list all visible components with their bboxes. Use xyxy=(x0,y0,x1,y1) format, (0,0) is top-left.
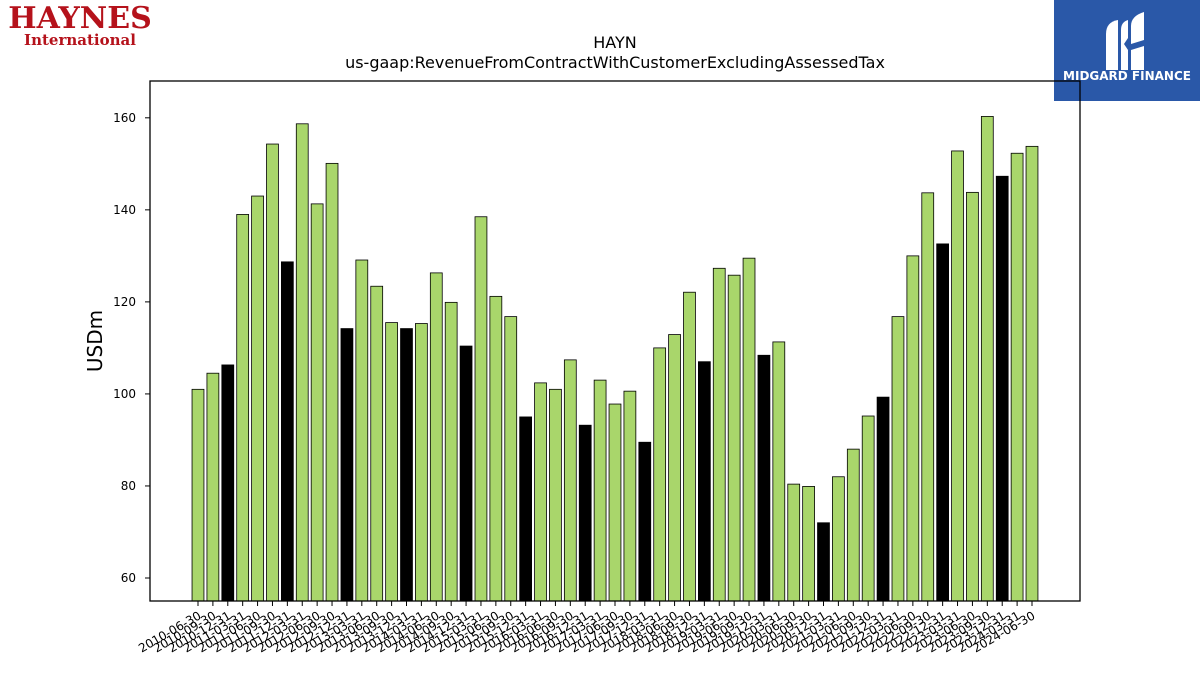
bar-2011-12-31 xyxy=(280,261,294,602)
bar-2016-12-31 xyxy=(578,424,592,602)
bar-2010-12-31 xyxy=(221,364,235,602)
bar-2023-12-31 xyxy=(995,175,1009,602)
bar-2013-06-30 xyxy=(370,285,384,602)
bar-2013-12-31 xyxy=(400,328,413,602)
bar-2012-06-30 xyxy=(310,203,324,602)
bar-2016-09-30 xyxy=(563,359,577,602)
bar-2021-09-30 xyxy=(861,415,875,602)
bar-2014-03-31 xyxy=(415,323,428,602)
bar-2019-09-30 xyxy=(742,257,756,602)
bar-2023-03-31 xyxy=(951,150,964,602)
bar-2015-03-31 xyxy=(474,216,488,602)
midgard-logo-text: MIDGARD FINANCE xyxy=(1063,69,1191,83)
y-tick-label-60: 60 xyxy=(121,571,136,585)
bar-2018-12-31 xyxy=(698,361,711,602)
y-tick-label-80: 80 xyxy=(121,479,136,493)
bar-2014-12-31 xyxy=(459,345,473,602)
bar-2020-03-31 xyxy=(772,341,786,602)
plot-frame xyxy=(149,80,1081,602)
bar-2024-03-31 xyxy=(1010,152,1024,602)
bar-2017-09-30 xyxy=(623,390,637,602)
bar-2022-09-30 xyxy=(921,192,935,602)
bar-2018-06-30 xyxy=(668,334,681,602)
bar-2017-06-30 xyxy=(608,403,622,602)
bar-2020-06-30 xyxy=(787,483,801,602)
bar-2012-09-30 xyxy=(325,162,339,602)
haynes-logo-wordmark: HAYNES xyxy=(8,1,152,36)
midgard-m-icon xyxy=(1106,12,1144,70)
bar-2021-12-31 xyxy=(876,396,890,602)
y-tick-label-120: 120 xyxy=(113,295,136,309)
bar-2011-06-30 xyxy=(251,195,264,602)
haynes-international-logo: HAYNES International xyxy=(8,1,152,49)
bar-2019-12-31 xyxy=(757,354,771,602)
bar-2014-09-30 xyxy=(444,301,458,602)
bar-2012-12-31 xyxy=(340,328,354,602)
bar-2021-03-31 xyxy=(832,476,845,602)
y-axis: 60 80 100 120 140 160 xyxy=(113,111,150,585)
bar-2012-03-31 xyxy=(295,123,309,602)
bar-2011-09-30 xyxy=(266,143,279,602)
bar-2015-09-30 xyxy=(504,316,518,602)
bar-2016-06-30 xyxy=(549,388,562,602)
midgard-finance-logo: MIDGARD FINANCE xyxy=(1054,0,1200,101)
bar-2015-12-31 xyxy=(519,416,533,602)
bar-2010-06-30 xyxy=(191,388,205,602)
bar-2019-06-30 xyxy=(727,274,741,602)
bar-2013-03-31 xyxy=(355,259,369,602)
haynes-logo-subline: International xyxy=(24,31,136,49)
bar-2013-09-30 xyxy=(385,322,398,602)
bar-2017-12-31 xyxy=(638,441,652,602)
bar-2015-06-30 xyxy=(489,295,503,602)
bar-2024-06-30 xyxy=(1025,145,1039,602)
bar-2022-06-30 xyxy=(906,255,920,602)
bar-2023-09-30 xyxy=(980,116,994,602)
bar-2023-06-30 xyxy=(966,191,979,602)
bar-2016-03-31 xyxy=(534,382,547,602)
bar-2019-03-31 xyxy=(712,267,726,602)
y-tick-label-160: 160 xyxy=(113,111,136,125)
bars-group xyxy=(191,116,1039,602)
bar-2011-03-31 xyxy=(236,214,250,602)
y-tick-label-100: 100 xyxy=(113,387,136,401)
bar-2014-06-30 xyxy=(429,272,443,602)
y-tick-label-140: 140 xyxy=(113,203,136,217)
bar-2022-03-31 xyxy=(891,316,905,602)
bar-2020-09-30 xyxy=(802,486,815,602)
bar-2018-03-31 xyxy=(653,347,667,602)
bar-2020-12-31 xyxy=(817,522,830,602)
bar-2017-03-31 xyxy=(593,379,607,602)
bar-2010-09-30 xyxy=(206,372,220,602)
x-axis: 2010-06-302010-09-302010-12-312011-03-31… xyxy=(136,601,1038,655)
bar-2021-06-30 xyxy=(846,448,860,602)
chart-title: HAYN xyxy=(593,33,636,52)
bar-2018-09-30 xyxy=(683,291,696,602)
y-axis-label: USDm xyxy=(83,310,107,372)
chart-subtitle: us-gaap:RevenueFromContractWithCustomerE… xyxy=(345,53,885,72)
bar-2022-12-31 xyxy=(936,243,950,602)
